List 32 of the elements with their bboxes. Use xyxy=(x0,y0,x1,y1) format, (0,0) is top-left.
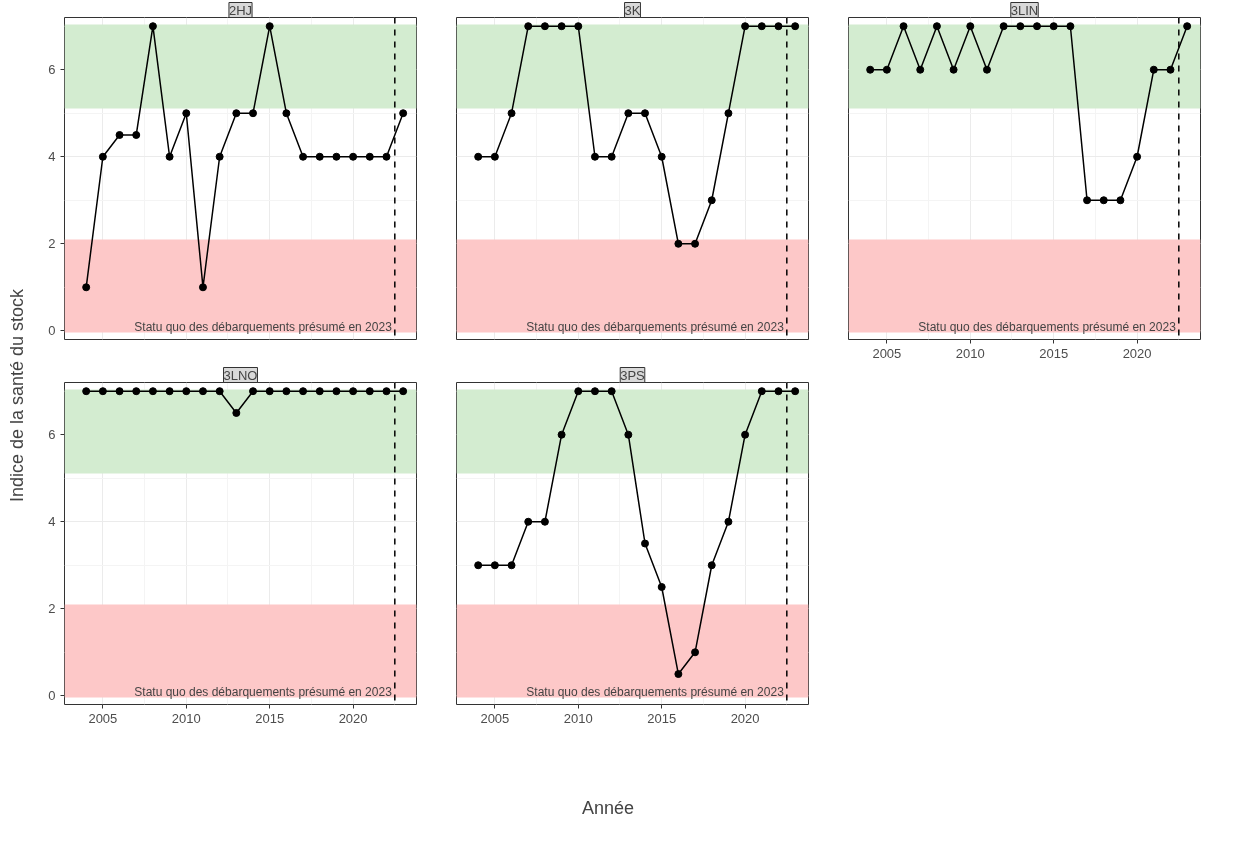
chart-title: 3PS xyxy=(620,367,646,383)
y-tick-label: 6 xyxy=(48,427,56,443)
x-tick-label: 2005 xyxy=(872,345,902,361)
chart-title: 3LIN xyxy=(1010,2,1039,18)
y-tick-label: 2 xyxy=(48,601,56,617)
x-tick-label: 2020 xyxy=(1122,345,1152,361)
y-tick-label: 4 xyxy=(48,514,56,530)
x-tick-label: 2005 xyxy=(88,710,118,726)
x-tick-label: 2010 xyxy=(955,345,985,361)
x-tick-label: 2020 xyxy=(338,710,368,726)
y-tick-label: 0 xyxy=(48,323,56,339)
x-tick-label: 2015 xyxy=(1039,345,1069,361)
y-tick-label: 6 xyxy=(48,62,56,78)
chart-title: 2HJ xyxy=(228,2,253,18)
chart-title: 3LNO xyxy=(223,367,258,383)
x-tick-label: 2020 xyxy=(730,710,760,726)
x-tick-label: 2005 xyxy=(480,710,510,726)
chart-title: 3K xyxy=(624,2,641,18)
y-tick-label: 2 xyxy=(48,236,56,252)
x-tick-label: 2015 xyxy=(647,710,677,726)
y-tick-label: 0 xyxy=(48,688,56,704)
x-tick-label: 2010 xyxy=(563,710,593,726)
ref-line-label: Statu quo des débarquements présumé en 2023 xyxy=(526,319,785,334)
ref-line-label: Statu quo des débarquements présumé en 2023 xyxy=(134,319,393,334)
y-axis-title: Indice de la santé du stock xyxy=(7,287,27,503)
y-tick-label: 4 xyxy=(48,149,56,165)
x-axis-title: Année xyxy=(581,797,635,818)
x-tick-label: 2015 xyxy=(255,710,285,726)
ref-line-label: Statu quo des débarquements présumé en 2023 xyxy=(134,684,393,699)
ref-line-label: Statu quo des débarquements présumé en 2023 xyxy=(918,319,1177,334)
x-tick-label: 2010 xyxy=(171,710,201,726)
ref-line-label: Statu quo des débarquements présumé en 2023 xyxy=(526,684,785,699)
